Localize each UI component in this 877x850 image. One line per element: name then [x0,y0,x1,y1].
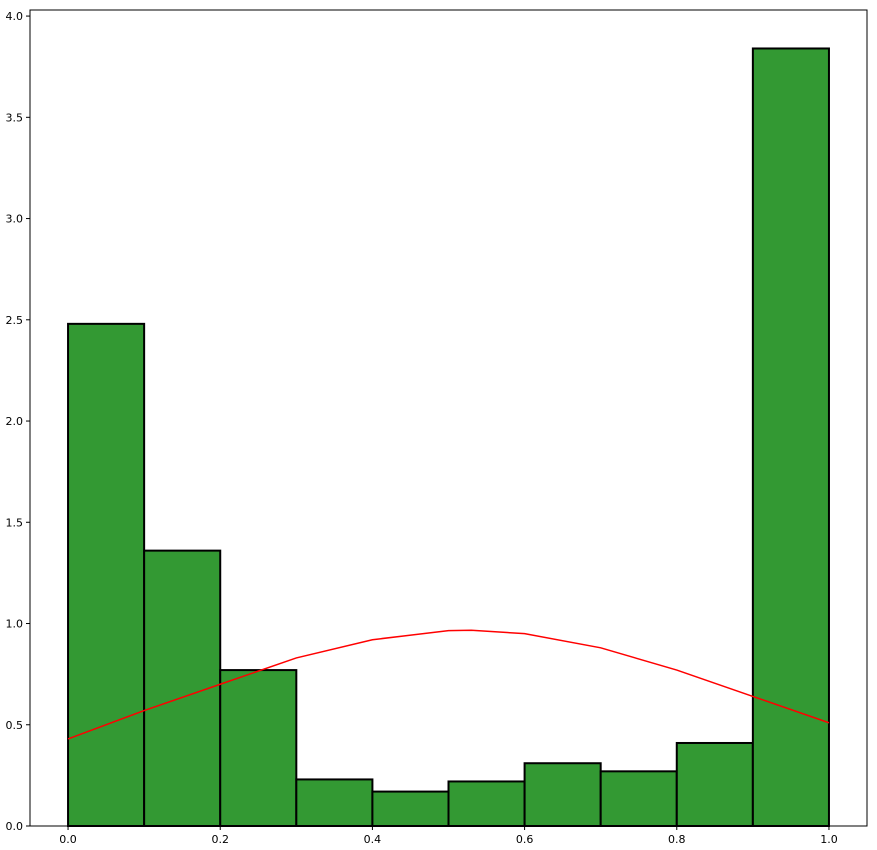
x-axis: 0.0 0.2 0.4 0.6 0.8 1.0 [59,826,838,846]
y-tick-label: 0.0 [6,820,24,833]
y-tick-label: 3.0 [6,213,24,226]
histogram-bar [371,790,450,828]
y-tick-label: 1.0 [6,618,24,631]
y-tick-label: 0.5 [6,719,24,732]
y-tick-label: 1.5 [6,516,24,529]
density-curve-layer [67,629,830,740]
x-tick-label: 0.8 [668,833,686,846]
x-tick-label: 1.0 [820,833,838,846]
x-tick-label: 0.4 [364,833,382,846]
histogram-bar [447,780,526,828]
y-tick-label: 2.0 [6,415,24,428]
y-tick-label: 3.5 [6,111,24,124]
plot-frame [29,9,868,827]
histogram-bar [295,778,374,827]
histogram-bar [67,322,146,827]
histogram-bars [67,47,830,828]
histogram-bar [219,669,298,828]
x-tick-label: 0.0 [59,833,77,846]
histogram-bar [523,762,602,828]
x-tick-label: 0.6 [516,833,534,846]
density-curve [67,629,830,740]
histogram-bar [599,770,678,827]
histogram-bar [751,47,830,828]
y-axis: 0.0 0.5 1.0 1.5 2.0 2.5 3.0 3.5 4.0 [6,10,30,833]
x-tick-label: 0.2 [211,833,229,846]
histogram-bar [675,741,754,827]
y-tick-label: 4.0 [6,10,24,23]
y-tick-label: 2.5 [6,314,24,327]
